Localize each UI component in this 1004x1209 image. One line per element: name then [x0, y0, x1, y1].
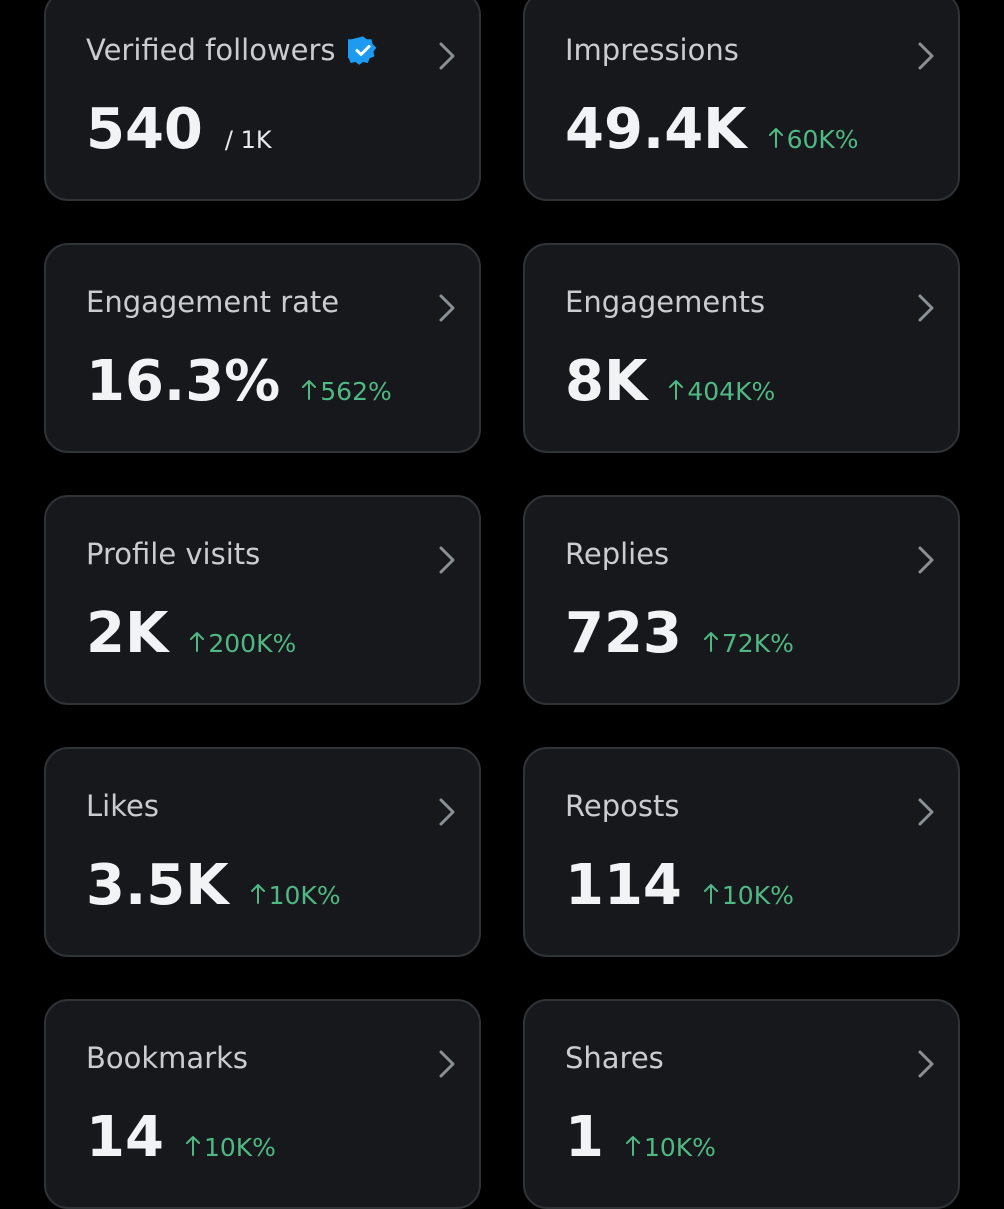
metric-change: 200K% — [190, 629, 296, 658]
card-label: Reposts — [565, 789, 680, 823]
change-text: 562% — [320, 377, 392, 406]
metric-value: 723 — [565, 601, 682, 666]
card-label: Engagements — [565, 285, 766, 319]
metric-change: 10K% — [185, 1133, 276, 1162]
up-arrow — [669, 380, 684, 400]
change-text: 10K% — [721, 881, 794, 910]
metric-value: 16.3% — [86, 349, 281, 414]
metric-total: / 1K — [224, 126, 272, 154]
metric-change: 10K% — [703, 881, 794, 910]
value-row: 3.5K 10K% — [86, 853, 341, 918]
chevron — [918, 1050, 934, 1078]
card-label-row: Likes — [86, 789, 159, 823]
up-arrow — [302, 380, 317, 400]
change-text: 10K% — [203, 1133, 276, 1162]
metric-change: 60K% — [768, 125, 859, 154]
card-label: Shares — [565, 1041, 664, 1075]
metric-card[interactable]: Replies 723 72K% — [523, 495, 960, 705]
change-text: 72K% — [721, 629, 794, 658]
change-text: 10K% — [643, 1133, 716, 1162]
change-text: 10K% — [268, 881, 341, 910]
card-label-row: Impressions — [565, 33, 739, 67]
metrics-grid: Verified followers 540 / 1K Impressions 49.4… — [44, 0, 960, 1209]
chevron — [439, 1050, 455, 1078]
value-row: 2K 200K% — [86, 601, 296, 666]
card-label-row: Bookmarks — [86, 1041, 248, 1075]
value-row: 16.3% 562% — [86, 349, 392, 414]
metric-value: 8K — [565, 349, 648, 414]
chevron — [439, 546, 455, 574]
card-label: Engagement rate — [86, 285, 340, 319]
card-label-row: Engagement rate — [86, 285, 339, 319]
chevron — [439, 798, 455, 826]
metric-value: 3.5K — [86, 853, 229, 918]
card-label: Impressions — [565, 33, 739, 67]
chevron — [918, 546, 934, 574]
metric-value: 49.4K — [565, 97, 747, 162]
up-arrow — [768, 128, 783, 148]
metric-card[interactable]: Verified followers 540 / 1K — [44, 0, 481, 201]
value-row: 14 10K% — [86, 1105, 276, 1170]
value-row: 114 10K% — [565, 853, 794, 918]
chevron — [918, 294, 934, 322]
metric-change: 404K% — [669, 377, 775, 406]
metric-value: 1 — [565, 1105, 604, 1170]
metric-value: 2K — [86, 601, 169, 666]
chevron — [918, 798, 934, 826]
card-label-row: Replies — [565, 537, 669, 571]
change-text: 60K% — [786, 125, 859, 154]
metric-change: 562% — [302, 377, 392, 406]
up-arrow — [703, 884, 718, 904]
chevron — [439, 42, 455, 70]
card-label: Profile visits — [86, 537, 261, 571]
card-label-row: Verified followers — [86, 33, 378, 67]
metric-card[interactable]: Impressions 49.4K 60K% — [523, 0, 960, 201]
up-arrow — [703, 632, 718, 652]
card-label-row: Engagements — [565, 285, 765, 319]
metric-change: 10K% — [250, 881, 341, 910]
chevron — [439, 294, 455, 322]
chevron — [918, 42, 934, 70]
up-arrow — [185, 1136, 200, 1156]
up-arrow — [250, 884, 265, 904]
value-row: 49.4K 60K% — [565, 97, 859, 162]
metric-card[interactable]: Profile visits 2K 200K% — [44, 495, 481, 705]
metric-card[interactable]: Likes 3.5K 10K% — [44, 747, 481, 957]
metric-card[interactable]: Reposts 114 10K% — [523, 747, 960, 957]
change-text: 404K% — [687, 377, 776, 406]
metric-value: 114 — [565, 853, 682, 918]
value-row: 723 72K% — [565, 601, 794, 666]
card-label-row: Profile visits — [86, 537, 260, 571]
value-row: 540 / 1K — [86, 97, 272, 162]
metric-card[interactable]: Engagements 8K 404K% — [523, 243, 960, 453]
card-label-row: Shares — [565, 1041, 664, 1075]
card-label: Likes — [86, 789, 159, 823]
card-label: Bookmarks — [86, 1041, 249, 1075]
metric-card[interactable]: Bookmarks 14 10K% — [44, 999, 481, 1209]
card-label: Replies — [565, 537, 670, 571]
up-arrow — [190, 632, 205, 652]
verified-badge — [347, 36, 376, 65]
up-arrow — [625, 1136, 640, 1156]
metric-value: 540 — [86, 97, 203, 162]
metric-change: 72K% — [703, 629, 794, 658]
metric-change: 10K% — [625, 1133, 716, 1162]
card-label: Verified followers — [86, 33, 336, 67]
metric-card[interactable]: Engagement rate 16.3% 562% — [44, 243, 481, 453]
change-text: 200K% — [208, 629, 297, 658]
metric-card[interactable]: Shares 1 10K% — [523, 999, 960, 1209]
card-label-row: Reposts — [565, 789, 679, 823]
metric-value: 14 — [86, 1105, 164, 1170]
value-row: 8K 404K% — [565, 349, 775, 414]
value-row: 1 10K% — [565, 1105, 716, 1170]
